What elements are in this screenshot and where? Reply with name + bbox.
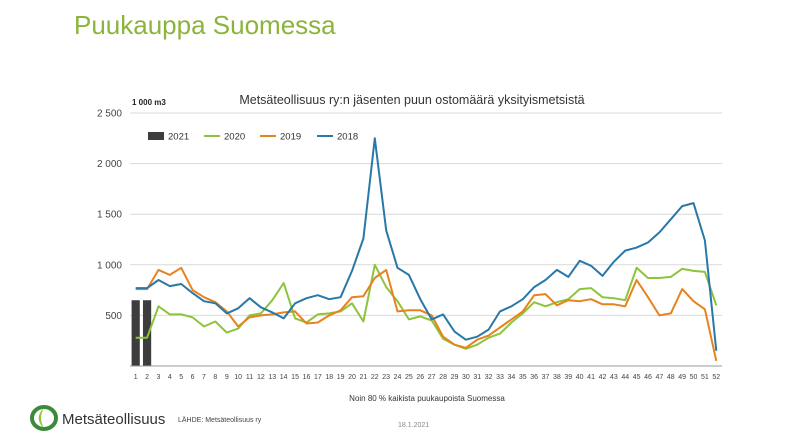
x-tick-label: 14 — [280, 374, 288, 381]
x-tick-label: 50 — [690, 374, 698, 381]
unit-label: 1 000 m3 — [132, 98, 166, 107]
x-tick-label: 38 — [553, 374, 561, 381]
x-tick-label: 4 — [168, 374, 172, 381]
x-tick-label: 22 — [371, 374, 379, 381]
x-tick-label: 25 — [405, 374, 413, 381]
x-tick-label: 42 — [599, 374, 607, 381]
x-tick-label: 46 — [644, 374, 652, 381]
line-series-2020 — [135, 263, 718, 350]
x-tick-label: 20 — [348, 374, 356, 381]
x-tick-label: 37 — [542, 374, 550, 381]
x-tick-label: 49 — [678, 374, 686, 381]
x-axis-label: Noin 80 % kaikista puukaupoista Suomessa — [349, 394, 505, 403]
x-tick-label: 24 — [394, 374, 402, 381]
x-tick-label: 43 — [610, 374, 618, 381]
bar-2021-week-1 — [131, 300, 140, 366]
x-tick-label: 39 — [564, 374, 572, 381]
y-tick-label: 1 500 — [97, 210, 122, 221]
x-tick-label: 13 — [268, 374, 276, 381]
x-tick-label: 7 — [202, 374, 206, 381]
x-tick-label: 33 — [496, 374, 504, 381]
chart-title: Metsäteollisuus ry:n jäsenten puun ostom… — [239, 93, 584, 107]
bars-2021 — [131, 300, 152, 366]
x-tick-label: 12 — [257, 374, 265, 381]
x-tick-label: 52 — [712, 374, 720, 381]
x-tick-label: 5 — [179, 374, 183, 381]
y-tick-label: 2 500 — [97, 109, 122, 120]
x-tick-label: 34 — [507, 374, 515, 381]
slide-title: Puukauppa Suomessa — [74, 10, 336, 40]
x-tick-label: 45 — [633, 374, 641, 381]
x-tick-label: 30 — [462, 374, 470, 381]
x-axis-ticks: 1 2 3 4 5 6 7 8 9 10 11 12 13 14 15 16 17 18 19 20 21 22 23 24 2… — [134, 374, 721, 381]
x-tick-label: 21 — [359, 374, 367, 381]
x-tick-label: 48 — [667, 374, 675, 381]
x-tick-label: 8 — [213, 374, 217, 381]
leaf-logo-icon — [30, 405, 58, 431]
x-tick-label: 27 — [428, 374, 436, 381]
series-lines — [135, 137, 718, 362]
x-tick-label: 10 — [234, 374, 242, 381]
y-tick-label: 1 000 — [97, 260, 122, 271]
x-tick-label: 2 — [145, 374, 149, 381]
chart: Metsäteollisuus ry:n jäsenten puun ostom… — [97, 93, 722, 403]
x-tick-label: 23 — [382, 374, 390, 381]
legend-label-2018: 2018 — [337, 132, 358, 143]
x-tick-label: 1 — [134, 374, 138, 381]
bar-2021-week-2 — [142, 300, 152, 366]
footer: Metsäteollisuus LÄHDE: Metsäteollisuus r… — [30, 405, 790, 435]
date-label: 18.1.2021 — [398, 422, 430, 429]
x-tick-label: 6 — [191, 374, 195, 381]
legend-label-2019: 2019 — [280, 132, 301, 143]
legend-swatch-2021 — [148, 132, 164, 140]
logo-text: Metsäteollisuus — [62, 411, 166, 428]
x-tick-label: 44 — [621, 374, 629, 381]
gridlines — [130, 112, 722, 316]
x-tick-label: 11 — [246, 374, 253, 381]
x-tick-label: 51 — [701, 374, 709, 381]
x-tick-label: 31 — [473, 374, 481, 381]
legend-label-2020: 2020 — [224, 132, 245, 143]
x-tick-label: 41 — [587, 374, 595, 381]
x-tick-label: 32 — [485, 374, 493, 381]
x-tick-label: 3 — [157, 374, 161, 381]
x-tick-label: 16 — [303, 374, 311, 381]
x-tick-label: 40 — [576, 374, 584, 381]
x-tick-label: 18 — [325, 374, 333, 381]
x-tick-label: 47 — [655, 374, 663, 381]
y-tick-label: 2 000 — [97, 159, 122, 170]
x-tick-label: 19 — [337, 374, 345, 381]
y-tick-label: 500 — [105, 311, 122, 322]
y-axis-ticks: 500 1 000 1 500 2 000 2 500 — [97, 109, 122, 322]
legend-label-2021: 2021 — [168, 132, 189, 143]
x-tick-label: 35 — [519, 374, 527, 381]
x-tick-label: 15 — [291, 374, 299, 381]
x-tick-label: 28 — [439, 374, 447, 381]
source-note: LÄHDE: Metsäteollisuus ry — [178, 417, 262, 424]
x-tick-label: 17 — [314, 374, 322, 381]
x-tick-label: 36 — [530, 374, 538, 381]
x-tick-label: 26 — [416, 374, 424, 381]
line-series-2018 — [135, 137, 718, 351]
x-tick-label: 29 — [451, 374, 459, 381]
line-series-2019 — [135, 266, 718, 362]
x-tick-label: 9 — [225, 374, 229, 381]
legend: 2021 2020 2019 2018 — [148, 132, 358, 143]
